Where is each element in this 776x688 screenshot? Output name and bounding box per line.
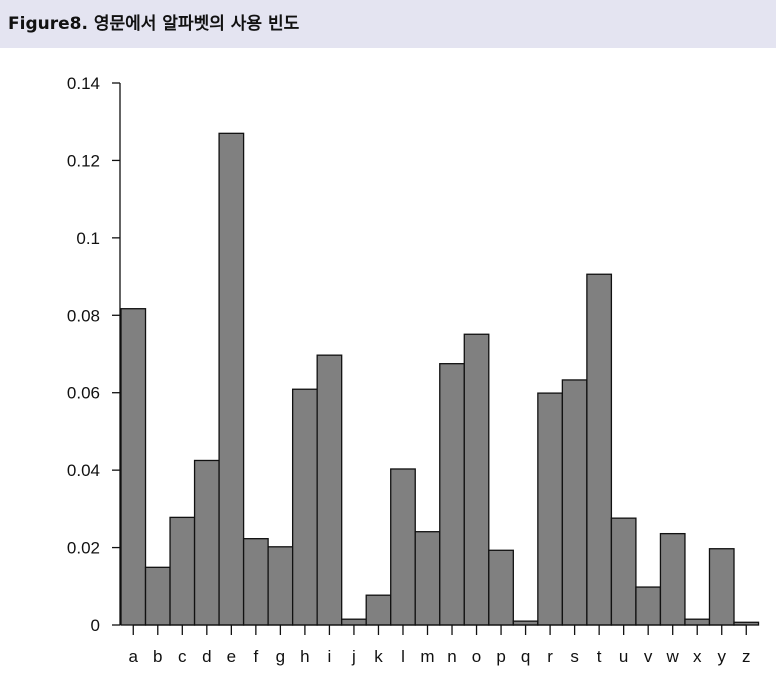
y-tick-label: 0.04 — [67, 461, 100, 480]
bar-j — [341, 618, 367, 626]
x-tick-label: x — [693, 647, 702, 666]
bar-k — [365, 594, 392, 626]
y-axis: 0 0.02 0.04 0.06 0.08 0.1 0.12 0.14 — [67, 74, 121, 635]
bar-n — [439, 363, 465, 626]
x-tick-label: w — [666, 647, 680, 666]
y-tick-label: 0.1 — [76, 229, 100, 248]
bar-t — [586, 273, 613, 626]
bar-m — [414, 531, 441, 626]
bar-y — [708, 548, 735, 626]
x-tick-label: d — [202, 647, 211, 666]
x-tick-label: m — [420, 647, 434, 666]
x-tick-label: j — [351, 647, 356, 666]
y-tick-label: 0.02 — [67, 539, 100, 558]
x-tick-label: v — [644, 647, 653, 666]
bar-g — [267, 546, 294, 626]
x-tick-label: h — [300, 647, 309, 666]
x-tick-label: i — [328, 647, 332, 666]
x-tick-label: u — [619, 647, 628, 666]
bar-e — [218, 132, 245, 626]
bar-d — [193, 459, 220, 626]
bar-r — [537, 392, 564, 626]
x-tick-label: a — [129, 647, 139, 666]
x-tick-label: e — [227, 647, 236, 666]
bar-i — [316, 354, 343, 626]
bar-p — [488, 549, 514, 626]
bars-group — [120, 132, 760, 626]
x-tick-label: r — [547, 647, 553, 666]
x-tick-label: t — [597, 647, 602, 666]
x-tick-label: p — [496, 647, 505, 666]
bar-o — [463, 333, 490, 626]
x-tick-label: c — [178, 647, 187, 666]
y-tick-label: 0.14 — [67, 74, 100, 93]
x-tick-label: l — [401, 647, 405, 666]
x-tick-label: b — [153, 647, 162, 666]
x-tick-label: o — [472, 647, 481, 666]
bar-s — [561, 379, 588, 626]
figure-caption-bar: Figure8. 영문에서 알파벳의 사용 빈도 — [0, 0, 776, 48]
y-tick-label: 0.08 — [67, 306, 100, 325]
x-tick-label: k — [374, 647, 383, 666]
bar-h — [291, 388, 318, 626]
x-tick-label: z — [742, 647, 751, 666]
x-tick-label: n — [447, 647, 456, 666]
x-tick-label: s — [570, 647, 579, 666]
x-tick-label: f — [253, 647, 258, 666]
x-tick-label: y — [717, 647, 726, 666]
bar-u — [610, 517, 637, 626]
y-tick-label: 0.12 — [67, 151, 100, 170]
bar-c — [169, 516, 196, 626]
x-tick-label: q — [521, 647, 530, 666]
y-tick-label: 0 — [91, 616, 100, 635]
x-tick-label: g — [276, 647, 285, 666]
bar-a — [120, 308, 147, 626]
bar-f — [242, 538, 269, 626]
y-tick-label: 0.06 — [67, 384, 100, 403]
bar-w — [659, 532, 686, 626]
bar-v — [635, 586, 662, 626]
bar-x — [684, 618, 711, 626]
bar-l — [390, 468, 416, 626]
figure-caption: Figure8. 영문에서 알파벳의 사용 빈도 — [8, 14, 300, 34]
bar-b — [144, 566, 171, 626]
